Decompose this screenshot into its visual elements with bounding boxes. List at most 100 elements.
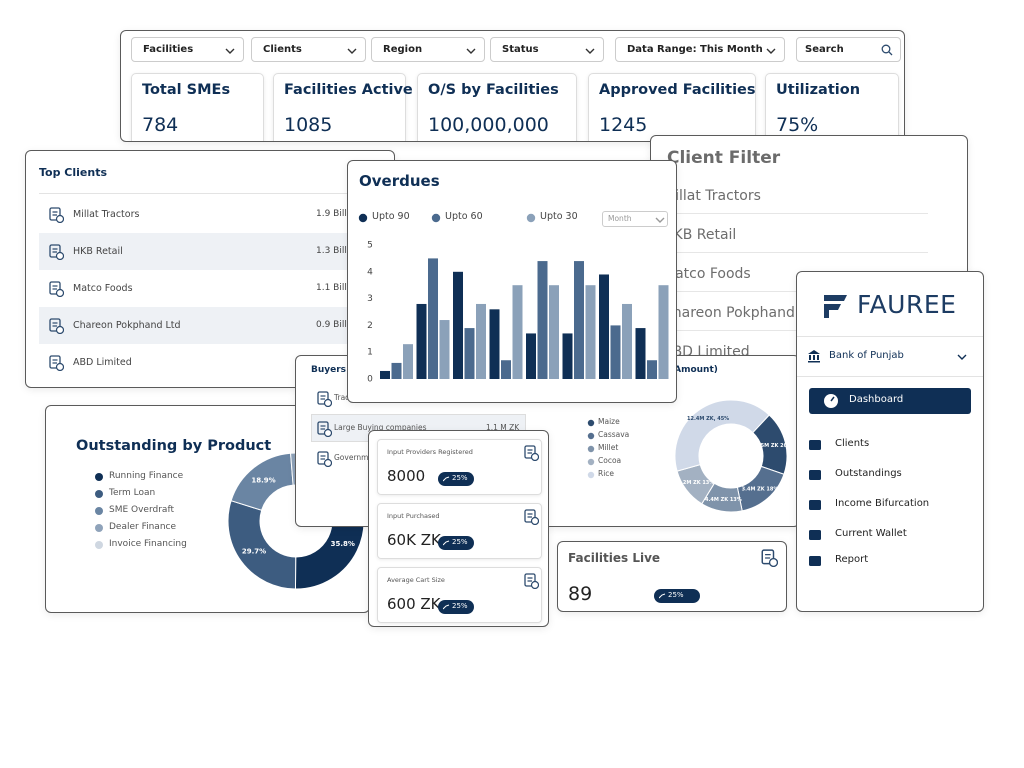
row-icon — [317, 391, 332, 407]
bar — [391, 362, 402, 379]
filter-dropdown[interactable]: Clients — [251, 37, 366, 62]
divider — [39, 193, 384, 194]
menu-item[interactable]: Clients — [805, 434, 975, 456]
bank-name: Bank of Punjab — [829, 350, 904, 361]
bar — [403, 344, 413, 379]
icon-part — [530, 452, 539, 461]
y-tick-label: 0 — [367, 375, 373, 385]
icon-part — [55, 325, 64, 334]
legend-label: Millet — [598, 443, 619, 452]
donut-label: 12.4M ZK, 45% — [687, 416, 729, 422]
icon-part — [323, 398, 332, 407]
legend-label: Cassava — [598, 430, 630, 439]
card-icon — [524, 509, 539, 525]
row-icon — [49, 207, 64, 223]
card-icon — [761, 549, 778, 567]
filter-dropdown[interactable]: Region — [371, 37, 485, 62]
metric-label: Input Purchased — [387, 512, 440, 520]
chevron — [347, 48, 357, 54]
menu-item[interactable]: Current Wallet — [805, 524, 975, 546]
chevron-line — [347, 48, 357, 54]
menu-item[interactable]: Outstandings — [805, 464, 975, 486]
change-value: 25% — [452, 538, 468, 546]
bar — [647, 360, 657, 379]
bar — [428, 258, 438, 379]
legend-dot — [95, 473, 103, 481]
bar — [585, 285, 596, 379]
filter-label: Facilities — [143, 44, 194, 55]
legend-label: Rice — [598, 469, 615, 478]
search-box[interactable]: Search — [796, 37, 901, 62]
donut-label: 18.9% — [251, 476, 275, 484]
donut-label: 6.5M ZK 20% — [755, 443, 792, 449]
bar — [439, 320, 450, 379]
kpi-card: Approved Facilities 1245 — [588, 73, 756, 141]
icon-part — [55, 251, 64, 260]
legend-swatch — [95, 541, 103, 549]
icon-part — [323, 428, 332, 437]
legend-label: Dealer Finance — [109, 522, 177, 532]
donut-chart: 6.5M ZK 20% 3.4M ZK 18%4.4M ZK 13% 4.2M ZK… — [674, 399, 792, 513]
icon-part — [49, 207, 61, 221]
divider — [663, 330, 928, 331]
legend-swatch — [95, 524, 103, 532]
filter-dropdown[interactable]: Data Range: This Month — [615, 37, 785, 62]
bar — [622, 303, 632, 379]
period-dropdown[interactable]: Month — [602, 211, 668, 227]
bar — [549, 285, 559, 379]
legend-dot — [95, 507, 103, 515]
bar — [599, 274, 609, 379]
change-value: 25% — [668, 591, 684, 599]
logo-part — [824, 304, 841, 318]
buyer-name: Government — [334, 453, 381, 462]
metric-card: Input Purchased 60K ZK 25% — [377, 503, 542, 559]
client-filter-item: Matco Foods — [663, 266, 751, 282]
donut-label: 35.8% — [331, 540, 355, 548]
row-icon — [49, 281, 64, 297]
legend-swatch — [95, 473, 103, 481]
kpi-label: Total SMEs — [142, 82, 231, 98]
bank-icon — [808, 350, 820, 363]
filter-label: Region — [383, 44, 423, 55]
icon-part — [809, 500, 821, 510]
menu-label: Report — [835, 554, 869, 565]
legend-swatch — [587, 471, 595, 479]
y-tick-label: 5 — [367, 241, 373, 251]
trend-line — [659, 593, 666, 599]
filter-dropdown[interactable]: Status — [490, 37, 604, 62]
bar — [658, 285, 669, 379]
legend-dot — [358, 213, 368, 223]
legend-swatch — [587, 445, 595, 453]
kpi-value: 784 — [142, 114, 179, 136]
icon-part — [524, 573, 536, 587]
row-icon — [49, 318, 64, 334]
bar — [453, 271, 463, 379]
icon-part — [524, 509, 536, 523]
filter-dropdown[interactable]: Facilities — [131, 37, 244, 62]
bar — [574, 261, 584, 379]
donut-label: 4.4M ZK 13% — [705, 497, 742, 503]
dashboard-button[interactable]: Dashboard — [809, 388, 971, 414]
legend-label: Cocoa — [598, 456, 622, 465]
trend-icon — [659, 593, 666, 599]
kpi-label: O/S by Facilities — [428, 82, 559, 98]
card-icon — [524, 445, 539, 461]
menu-icon — [809, 530, 821, 540]
legend-label: Running Finance — [109, 471, 184, 481]
icon-part — [323, 458, 332, 467]
icon-part — [761, 549, 775, 565]
menu-item[interactable]: Income Bifurcation — [805, 494, 975, 516]
client-name: Millat Tractors — [73, 209, 140, 220]
legend-label: Upto 30 — [540, 211, 578, 222]
divider — [663, 213, 928, 214]
bar — [562, 333, 573, 379]
input-cards-panel: Input Providers Registered 8000 25% Input P… — [368, 430, 549, 627]
legend-swatch — [587, 432, 595, 440]
metric-label: Average Cart Size — [387, 576, 445, 584]
chevron-line — [766, 48, 776, 54]
menu-item[interactable]: Report — [805, 550, 975, 572]
kpi-value: 1245 — [599, 114, 648, 136]
change-value: 25% — [452, 474, 468, 482]
chevron — [655, 217, 665, 223]
